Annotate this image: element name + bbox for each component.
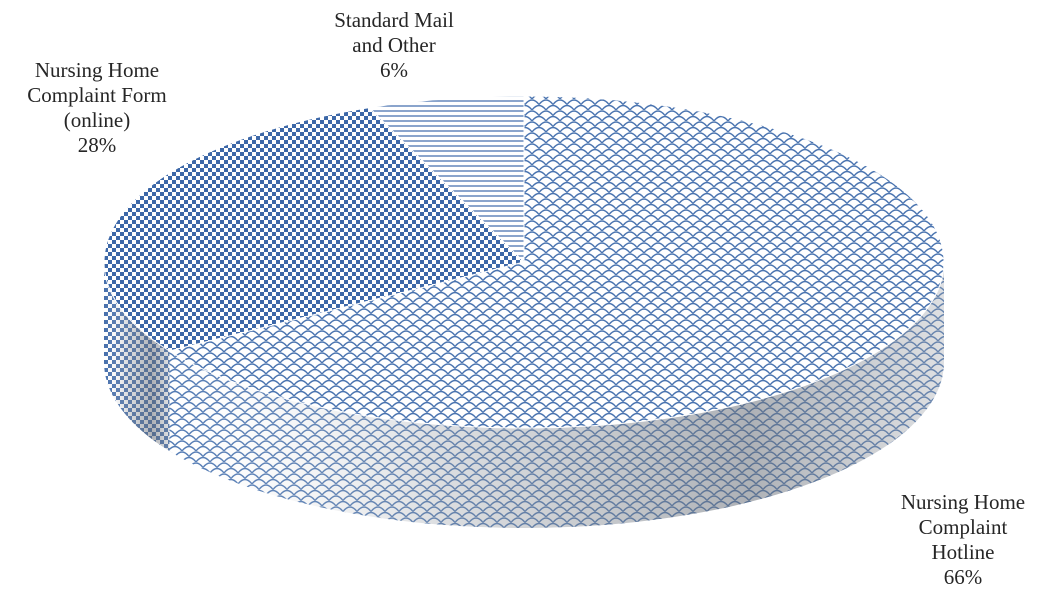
slice-category-label: Complaint Form [27,83,166,107]
slice-category-label: Nursing Home [901,490,1025,514]
pie-side-shade-0 [169,262,945,528]
pie-side-shade-1 [104,262,170,451]
pie-side-wall [104,262,945,528]
pie-top [103,95,945,429]
pie-slice-0 [168,95,945,429]
slice-category-label: Hotline [932,540,995,564]
slice-category-label: Complaint [919,515,1008,539]
slice-category-label: and Other [352,33,435,57]
slice-category-label: Standard Mail [334,8,454,32]
slice-value-label: 66% [944,565,983,589]
slice-category-label: (online) [64,108,130,132]
slice-value-label: 28% [78,133,117,157]
slice-category-label: Nursing Home [35,58,159,82]
slice-value-label: 6% [380,58,408,82]
pie-slice-2 [368,95,525,264]
pie-slice-1 [103,107,525,352]
